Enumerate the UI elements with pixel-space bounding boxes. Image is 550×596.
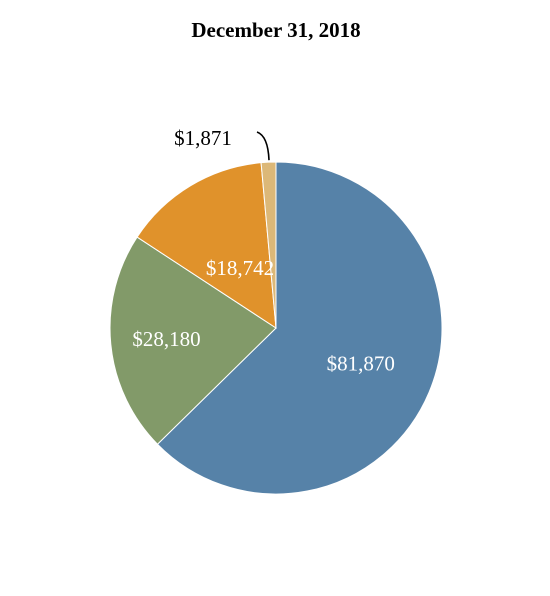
pie-slice-green xyxy=(109,236,277,445)
pie-slices xyxy=(109,161,443,495)
slice-label-orange: $18,742 xyxy=(206,256,274,280)
pie-slice-tan xyxy=(260,161,277,329)
slice-label-green: $28,180 xyxy=(132,327,200,351)
leader-lines xyxy=(256,131,270,161)
slice-labels: $81,870 $28,180 $18,742 $1,871 xyxy=(132,126,395,376)
slice-label-blue: $81,870 xyxy=(327,352,395,376)
leader-line-tan xyxy=(256,131,270,161)
pie-slice-orange xyxy=(136,162,277,329)
chart-title: December 31, 2018 xyxy=(191,18,360,42)
pie-slice-blue xyxy=(156,161,443,495)
slice-label-tan: $1,871 xyxy=(174,126,232,150)
